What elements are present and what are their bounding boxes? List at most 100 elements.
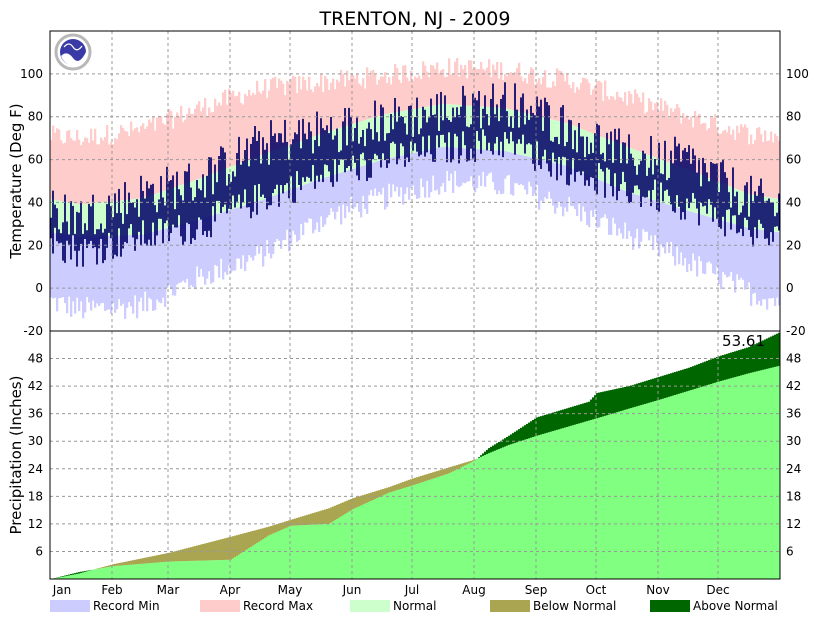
observed-temperature-bar	[604, 161, 606, 198]
record-min-bar	[120, 235, 123, 306]
below-normal-bar	[406, 480, 409, 488]
observed-temperature-bar	[366, 128, 368, 182]
below-normal-bar	[250, 531, 253, 547]
observed-temperature-bar	[370, 129, 372, 178]
record-min-bar	[402, 155, 405, 205]
observed-temperature-bar	[706, 172, 708, 214]
above-normal-bar	[486, 449, 489, 455]
normal-precip-bar	[606, 415, 609, 579]
record-min-bar	[202, 218, 205, 277]
observed-temperature-bar	[154, 205, 156, 246]
normal-range-bar	[604, 138, 607, 183]
record-min-bar	[62, 234, 65, 298]
below-normal-bar	[234, 535, 237, 558]
normal-precip-bar	[628, 408, 631, 579]
below-normal-bar	[378, 490, 381, 498]
record-max-bar	[330, 82, 333, 131]
normal-precip-bar	[672, 395, 675, 579]
below-normal-bar	[150, 556, 153, 564]
normal-precip-bar	[286, 527, 289, 579]
normal-precip-bar	[676, 394, 679, 579]
observed-temperature-bar	[572, 149, 574, 159]
above-normal-bar	[662, 375, 665, 399]
record-max-bar	[688, 119, 691, 171]
observed-temperature-bar	[438, 130, 440, 148]
record-max-bar	[136, 127, 139, 199]
record-min-bar	[182, 223, 185, 281]
observed-temperature-bar	[242, 160, 244, 203]
normal-precip-bar	[590, 419, 593, 579]
normal-precip-bar	[166, 561, 169, 579]
record-max-bar	[352, 75, 355, 124]
record-max-bar	[220, 105, 223, 171]
record-max-bar	[484, 70, 487, 107]
normal-precip-bar	[92, 569, 95, 579]
observed-temperature-bar	[470, 124, 472, 149]
observed-temperature-bar	[168, 181, 170, 242]
record-max-bar	[420, 79, 423, 108]
normal-precip-bar	[344, 514, 347, 579]
month-label: Apr	[220, 583, 241, 597]
above-normal-bar	[530, 421, 533, 438]
record-min-bar	[344, 171, 347, 219]
normal-precip-bar	[436, 477, 439, 579]
observed-temperature-bar	[552, 141, 554, 153]
observed-temperature-bar	[484, 95, 486, 136]
record-max-bar	[186, 113, 189, 183]
record-min-bar	[596, 178, 599, 228]
record-max-bar	[290, 78, 293, 145]
below-normal-bar	[114, 563, 117, 566]
observed-temperature-bar	[200, 190, 202, 220]
normal-precip-bar	[724, 379, 727, 579]
normal-precip-bar	[546, 432, 549, 579]
normal-precip-bar	[670, 396, 673, 579]
record-min-bar	[458, 147, 461, 188]
record-min-bar	[586, 174, 589, 226]
record-min-bar	[70, 235, 73, 317]
normal-precip-bar	[294, 525, 297, 579]
record-max-bar	[250, 95, 253, 160]
record-max-bar	[176, 112, 179, 187]
record-min-bar	[224, 211, 227, 273]
below-normal-bar	[334, 505, 337, 521]
below-normal-bar	[340, 503, 343, 517]
above-normal-bar	[772, 335, 775, 368]
record-max-bar	[322, 92, 325, 134]
precipitation-total-label: 53.61	[722, 332, 765, 350]
observed-temperature-bar	[426, 122, 428, 153]
record-min-bar	[248, 204, 251, 256]
record-max-bar	[204, 97, 207, 177]
record-min-bar	[88, 236, 91, 303]
normal-precip-bar	[342, 515, 345, 579]
temperature-tick-label-left: 100	[20, 67, 43, 81]
record-min-bar	[552, 162, 555, 206]
record-min-bar	[504, 151, 507, 179]
normal-precip-bar	[304, 525, 307, 579]
normal-precip-bar	[270, 534, 273, 579]
below-normal-bar	[370, 492, 373, 501]
normal-precip-bar	[752, 372, 755, 579]
record-min-bar	[86, 236, 89, 297]
normal-precip-bar	[138, 564, 141, 579]
month-label: Nov	[646, 583, 669, 597]
record-max-bar	[178, 116, 181, 186]
below-normal-bar	[260, 528, 263, 541]
record-min-bar	[438, 147, 441, 195]
record-min-bar	[144, 234, 147, 292]
observed-temperature-bar	[734, 196, 736, 216]
observed-temperature-bar	[512, 127, 514, 142]
observed-temperature-bar	[428, 117, 430, 136]
below-normal-bar	[382, 488, 385, 496]
below-normal-bar	[396, 484, 399, 491]
record-min-bar	[774, 231, 777, 306]
above-normal-bar	[720, 355, 723, 381]
record-min-bar	[436, 148, 439, 190]
normal-precip-bar	[94, 569, 97, 579]
observed-temperature-bar	[234, 176, 236, 208]
normal-range-bar	[576, 127, 579, 171]
record-max-bar	[382, 76, 385, 115]
above-normal-bar	[778, 332, 781, 366]
observed-temperature-bar	[308, 122, 310, 178]
observed-temperature-bar	[106, 204, 108, 248]
record-max-bar	[318, 86, 321, 135]
